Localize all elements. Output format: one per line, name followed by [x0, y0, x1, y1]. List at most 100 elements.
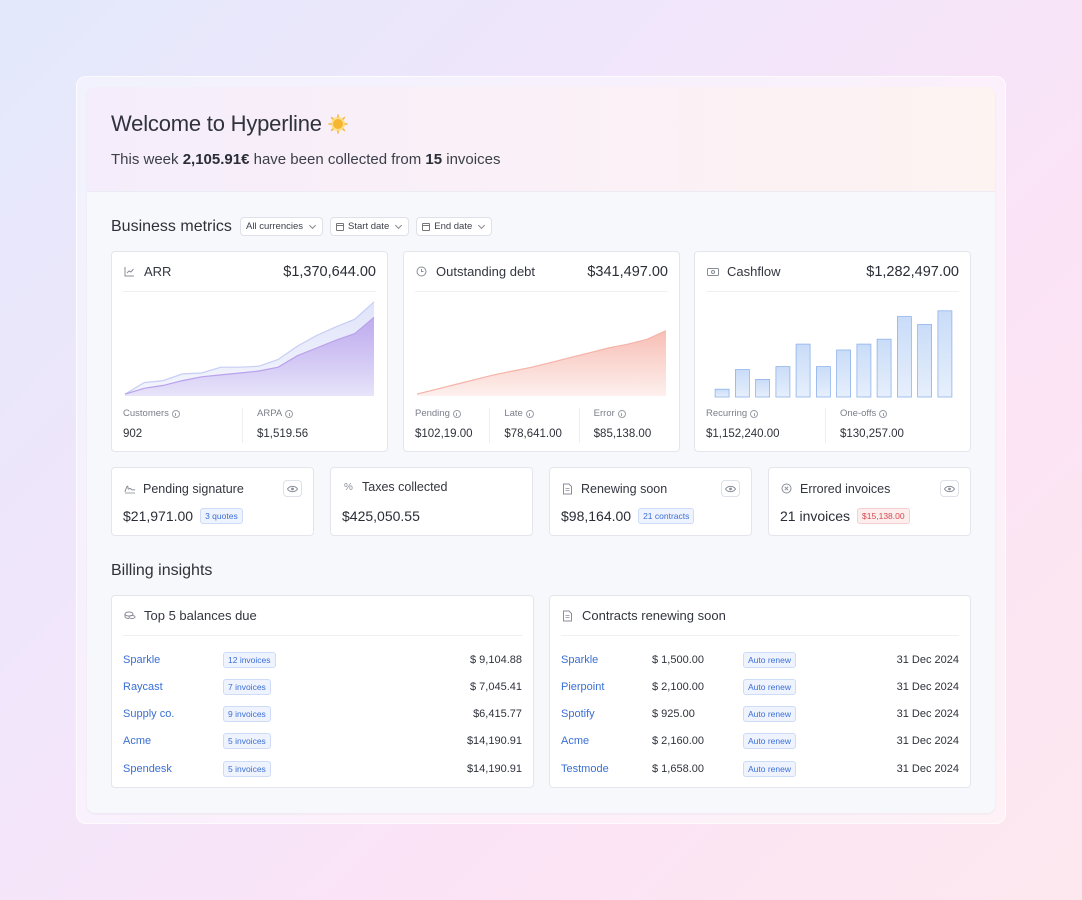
invoices-badge[interactable]: 5 invoices [223, 733, 271, 750]
table-row[interactable]: Pierpoint $ 2,100.00 Auto renew 31 Dec 2024 [561, 673, 959, 700]
info-icon[interactable] [525, 409, 534, 418]
eye-icon[interactable] [283, 480, 302, 497]
weekly-summary: This week 2,105.91€ have been collected … [111, 151, 971, 168]
invoices-badge[interactable]: 12 invoices [223, 651, 276, 668]
eye-icon[interactable] [940, 480, 959, 497]
table-row[interactable]: Spendesk 5 invoices $14,190.91 [123, 755, 522, 782]
renewal-date: 31 Dec 2024 [896, 708, 959, 721]
invoices-badge[interactable]: 5 invoices [223, 760, 271, 777]
cashflow-bar[interactable] [917, 324, 933, 398]
outstanding-debt-card[interactable]: Outstanding debt $341,497.00 Pending $10… [403, 251, 680, 452]
chart-line-series-0 [416, 330, 667, 395]
table-row[interactable]: Sparkle 12 invoices $ 9,104.88 [123, 646, 522, 673]
start-date-filter[interactable]: Start date [330, 217, 410, 236]
cashflow-card-header: Cashflow $1,282,497.00 [706, 252, 959, 292]
cashflow-bar[interactable] [795, 343, 811, 398]
table-row[interactable]: Spotify $ 925.00 Auto renew 31 Dec 2024 [561, 701, 959, 728]
top-balances-title: Top 5 balances due [144, 608, 257, 623]
arr-label-text: ARR [144, 264, 172, 279]
currency-filter[interactable]: All currencies [240, 217, 324, 236]
table-row[interactable]: Acme 5 invoices $14,190.91 [123, 728, 522, 755]
cashflow-bar[interactable] [755, 379, 770, 398]
customer-link[interactable]: Acme [561, 735, 590, 748]
info-icon[interactable] [879, 409, 888, 418]
table-row[interactable]: Sparkle $ 1,500.00 Auto renew 31 Dec 2024 [561, 646, 959, 673]
arr-chart [123, 298, 376, 398]
customer-link[interactable]: Sparkle [123, 653, 161, 666]
info-icon[interactable] [285, 409, 294, 418]
sun-icon [328, 114, 348, 134]
stat-label: Pending [415, 408, 450, 419]
customer-link[interactable]: Pierpoint [561, 680, 605, 693]
cashflow-bar[interactable] [856, 343, 872, 398]
end-date-label: End date [434, 221, 473, 232]
auto-renew-badge[interactable]: Auto renew [743, 760, 796, 777]
cashflow-bar[interactable] [775, 366, 791, 398]
balance-amount: $ 9,104.88 [470, 653, 522, 666]
top-balances-label: Top 5 balances due [123, 608, 257, 623]
table-row[interactable]: Raycast 7 invoices $ 7,045.41 [123, 673, 522, 700]
stat-pending: Pending $102,19.00 [415, 408, 489, 451]
invoices-badge[interactable]: 9 invoices [223, 706, 271, 723]
table-row[interactable]: Testmode $ 1,658.00 Auto renew 31 Dec 2024 [561, 755, 959, 782]
table-row[interactable]: Acme $ 2,160.00 Auto renew 31 Dec 2024 [561, 728, 959, 755]
info-icon[interactable] [750, 409, 759, 418]
taxes-collected-label: % Taxes collected [342, 480, 447, 494]
cashflow-bar[interactable] [714, 388, 730, 398]
renewing-soon-card[interactable]: Renewing soon $98,164.00 21 contracts [549, 467, 752, 536]
customer-link[interactable]: Raycast [123, 680, 163, 693]
cashflow-bar[interactable] [896, 316, 912, 398]
debt-label: Outstanding debt [415, 264, 535, 279]
taxes-collected-card[interactable]: % Taxes collected $425,050.55 [330, 467, 533, 536]
chart-area-series-0 [417, 330, 666, 396]
cashflow-bar[interactable] [836, 349, 852, 398]
errored-amount-badge[interactable]: $15,138.00 [857, 508, 910, 524]
invoices-badge[interactable]: 7 invoices [223, 678, 271, 695]
quotes-badge[interactable]: 3 quotes [200, 508, 243, 524]
banknote-icon [706, 265, 719, 278]
errored-invoices-card[interactable]: Errored invoices 21 invoices $15,138.00 [768, 467, 971, 536]
eye-icon[interactable] [721, 480, 740, 497]
stat-recurring: Recurring $1,152,240.00 [706, 408, 825, 451]
balance-amount: $ 7,045.41 [470, 680, 522, 693]
pending-signature-card[interactable]: Pending signature $21,971.00 3 quotes [111, 467, 314, 536]
renewal-date: 31 Dec 2024 [896, 653, 959, 666]
auto-renew-badge[interactable]: Auto renew [743, 733, 796, 750]
contracts-badge[interactable]: 21 contracts [638, 508, 695, 524]
cashflow-bar[interactable] [734, 369, 750, 398]
info-icon[interactable] [617, 409, 626, 418]
customer-link[interactable]: Spotify [561, 708, 595, 721]
customer-link[interactable]: Acme [123, 735, 152, 748]
cashflow-label: Cashflow [706, 264, 780, 279]
trend-chart-icon [123, 265, 136, 278]
auto-renew-badge[interactable]: Auto renew [743, 678, 796, 695]
info-icon[interactable] [171, 409, 180, 418]
end-date-filter[interactable]: End date [416, 217, 493, 236]
stat-label: Late [504, 408, 523, 419]
customer-link[interactable]: Sparkle [561, 653, 599, 666]
page-title-text: Welcome to Hyperline [111, 111, 322, 136]
cashflow-bar[interactable] [816, 366, 831, 398]
customer-link[interactable]: Spendesk [123, 762, 172, 775]
balance-amount: $6,415.77 [473, 708, 522, 721]
cashflow-bar[interactable] [876, 338, 892, 398]
auto-renew-badge[interactable]: Auto renew [743, 651, 796, 668]
customer-link[interactable]: Supply co. [123, 708, 175, 721]
renewing-soon-label: Renewing soon [561, 482, 667, 496]
customer-link[interactable]: Testmode [561, 762, 609, 775]
arr-stats: Customers 902 ARPA $1,519.56 [112, 408, 387, 451]
clock-icon [415, 265, 428, 278]
cashflow-card[interactable]: Cashflow $1,282,497.00 Recurring $1,152,… [694, 251, 971, 452]
taxes-collected-text: Taxes collected [362, 480, 448, 494]
billing-insights-title: Billing insights [111, 562, 213, 579]
cashflow-bar[interactable] [937, 310, 953, 398]
contract-amount: $ 2,160.00 [652, 735, 704, 748]
stat-customers: Customers 902 [123, 408, 242, 451]
balance-amount: $14,190.91 [466, 762, 522, 775]
calendar-icon [422, 222, 431, 231]
chevron-down-icon [478, 221, 486, 229]
table-row[interactable]: Supply co. 9 invoices $6,415.77 [123, 701, 522, 728]
info-icon[interactable] [452, 409, 461, 418]
arr-card[interactable]: ARR $1,370,644.00 Customers 902 ARPA $1,… [111, 251, 388, 452]
auto-renew-badge[interactable]: Auto renew [743, 706, 796, 723]
